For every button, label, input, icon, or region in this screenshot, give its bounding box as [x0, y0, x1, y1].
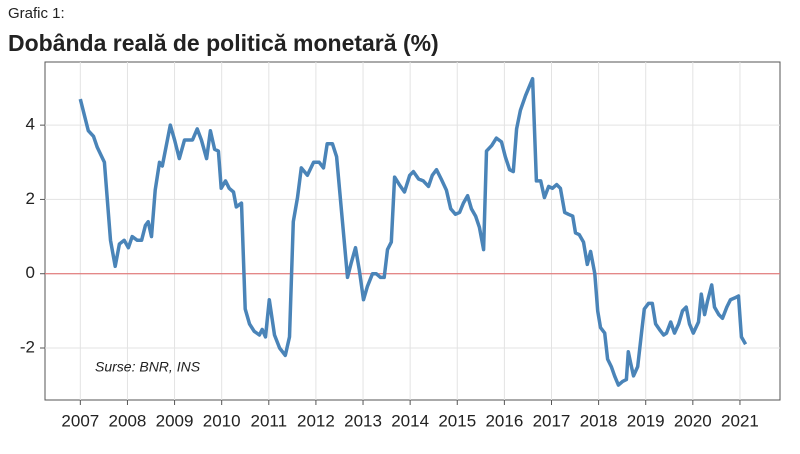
x-tick-label: 2010	[203, 411, 241, 430]
x-tick-label: 2013	[344, 411, 382, 430]
x-tick-label: 2019	[627, 411, 665, 430]
x-tick-label: 2009	[156, 411, 194, 430]
chart-subtitle: Grafic 1:	[8, 5, 65, 22]
x-tick-label: 2012	[297, 411, 335, 430]
x-tick-label: 2021	[721, 411, 759, 430]
chart-title: Dobânda reală de politică monetară (%)	[8, 30, 439, 56]
x-tick-label: 2018	[580, 411, 618, 430]
x-tick-label: 2020	[674, 411, 712, 430]
x-tick-label: 2017	[533, 411, 571, 430]
y-tick-label: -2	[20, 337, 35, 356]
marks	[45, 76, 780, 387]
x-tick-label: 2016	[485, 411, 523, 430]
y-tick-label: 0	[26, 263, 35, 282]
x-tick-label: 2015	[438, 411, 476, 430]
y-tick-label: 2	[26, 189, 35, 208]
x-tick-label: 2008	[109, 411, 147, 430]
x-tick-label: 2014	[391, 411, 429, 430]
plot-area	[44, 61, 781, 401]
x-tick-label: 2011	[251, 411, 288, 430]
x-tick-label: 2007	[61, 411, 99, 430]
data-line	[78, 76, 748, 387]
grid	[45, 62, 780, 400]
y-tick-label: 4	[26, 115, 35, 134]
source-note: Surse: BNR, INS	[95, 359, 201, 375]
